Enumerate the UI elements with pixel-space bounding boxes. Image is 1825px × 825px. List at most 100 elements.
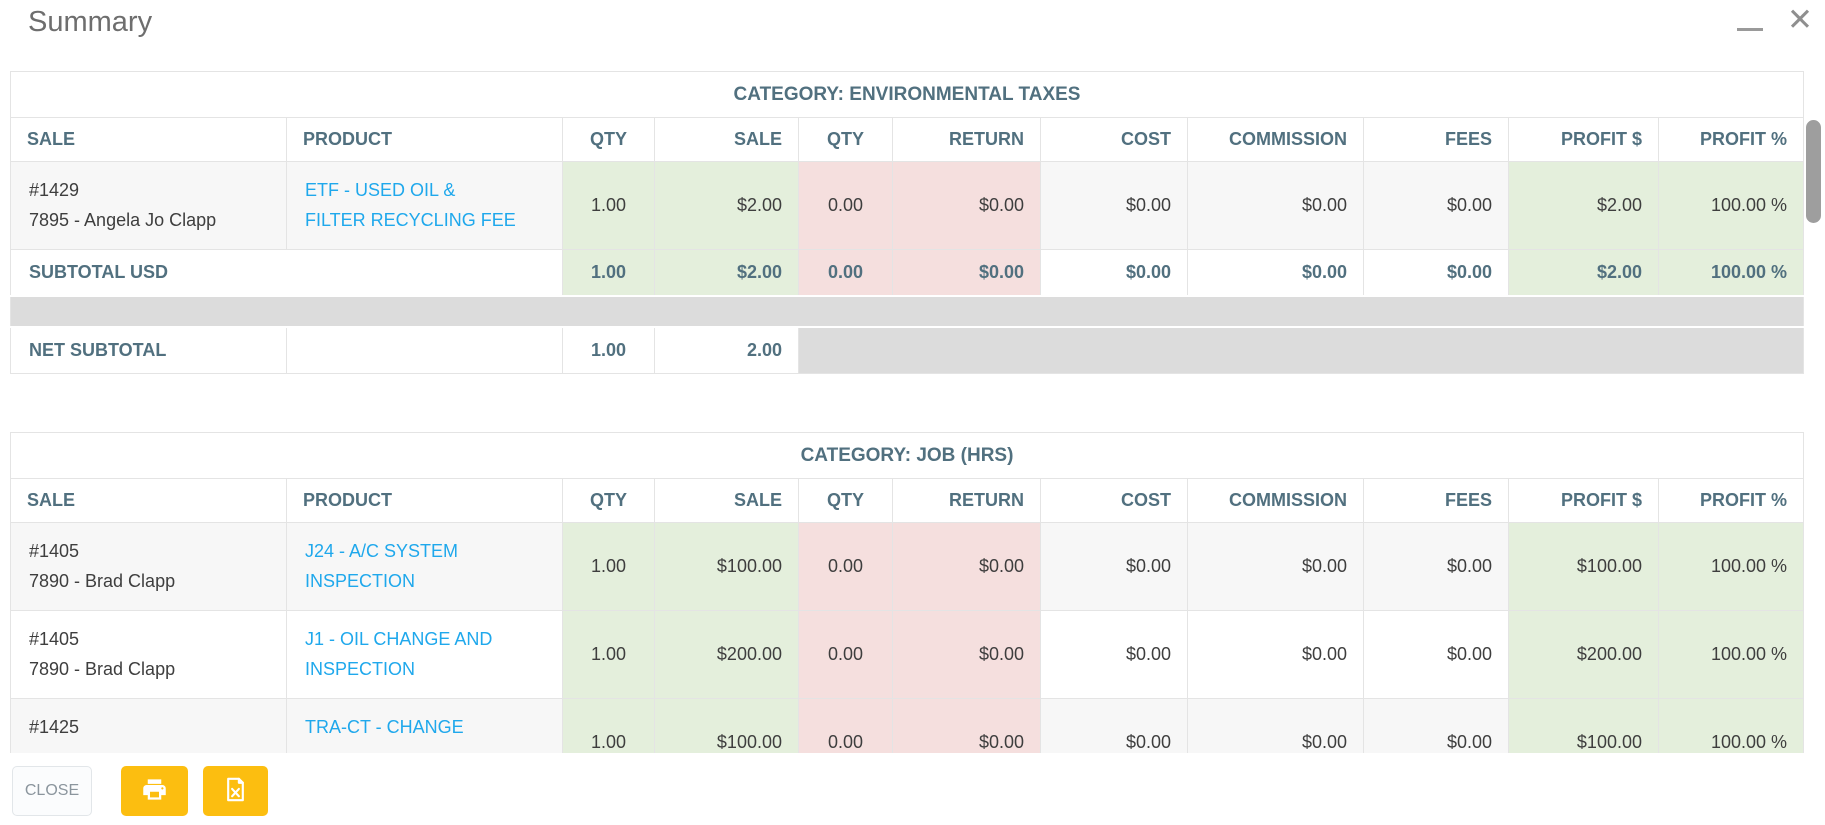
subtotal-profit-9: $2.00 [1508, 249, 1659, 296]
cell-qty-4: 0.00 [798, 610, 893, 699]
table-category-environmental-taxes: CATEGORY: ENVIRONMENTAL TAXES SALE PRODUCT… [10, 71, 1804, 374]
dialog-title: Summary [28, 6, 153, 38]
cell-qty-4: 0.00 [798, 698, 893, 753]
category-title: CATEGORY: JOB (HRS) [10, 432, 1804, 479]
sale-line: 7890 - Brad Clapp [29, 571, 176, 591]
col-header-sale-3: SALE [654, 478, 799, 523]
cell-fees-8: $0.00 [1363, 610, 1509, 699]
cell-qty-2: 1.00 [562, 610, 655, 699]
cell-commission-7: $0.00 [1187, 161, 1364, 250]
sale-line: #1405 [29, 541, 80, 561]
cell-cost-6: $0.00 [1040, 698, 1188, 753]
sale-line: 7890 - Brad Clapp [29, 659, 176, 679]
cell-commission-7: $0.00 [1187, 698, 1364, 753]
col-header-return-5: RETURN [892, 478, 1041, 523]
product-link[interactable]: TRA-CT - CHANGE [305, 717, 464, 737]
cell-cost-6: $0.00 [1040, 522, 1188, 611]
sale-cell: #1429 7895 - Angela Jo Clapp [10, 161, 287, 250]
product-cell: ETF - USED OIL & FILTER RECYCLING FEE [286, 161, 563, 250]
col-header-commission-7: COMMISSION [1187, 478, 1364, 523]
cell-profit-9: $2.00 [1508, 161, 1659, 250]
cell-qty-4: 0.00 [798, 522, 893, 611]
col-header-sale-0: SALE [10, 117, 287, 162]
scrollbar-thumb[interactable] [1806, 120, 1821, 223]
subtotal-label: SUBTOTAL USD [10, 249, 563, 296]
col-header-profit-10: PROFIT % [1658, 117, 1804, 162]
print-button[interactable] [121, 766, 188, 816]
col-header-qty-2: QTY [562, 478, 655, 523]
spacer-row [10, 294, 1804, 328]
col-header-product-1: PRODUCT [286, 478, 563, 523]
cell-qty-4: 0.00 [798, 161, 893, 250]
printer-icon [141, 776, 168, 806]
cell-return-5: $0.00 [892, 161, 1041, 250]
sale-cell: #1405 7890 - Brad Clapp [10, 610, 287, 699]
product-cell: J24 - A/C SYSTEM INSPECTION [286, 522, 563, 611]
col-header-return-5: RETURN [892, 117, 1041, 162]
col-header-profit-9: PROFIT $ [1508, 478, 1659, 523]
cell-sale-3: $100.00 [654, 698, 799, 753]
sale-cell: #1405 7890 - Brad Clapp [10, 522, 287, 611]
subtotal-fees-8: $0.00 [1363, 249, 1509, 296]
excel-export-button[interactable] [203, 766, 268, 816]
product-link[interactable]: J24 - A/C SYSTEM INSPECTION [305, 541, 459, 591]
net-gray-area [798, 326, 1804, 374]
cell-fees-8: $0.00 [1363, 161, 1509, 250]
sale-cell: #1425 [10, 698, 287, 753]
cell-profit-9: $100.00 [1508, 522, 1659, 611]
subtotal-sale-3: $2.00 [654, 249, 799, 296]
cell-profit-10: 100.00 % [1658, 522, 1804, 611]
close-icon[interactable]: ✕ [1787, 2, 1813, 37]
table-category-job-hrs: CATEGORY: JOB (HRS) SALE PRODUCT QTY SALE QTY… [10, 432, 1804, 753]
col-header-sale-3: SALE [654, 117, 799, 162]
category-title: CATEGORY: ENVIRONMENTAL TAXES [10, 71, 1804, 118]
sale-line: #1405 [29, 629, 80, 649]
subtotal-cost-6: $0.00 [1040, 249, 1188, 296]
net-subtotal-label: NET SUBTOTAL [10, 326, 287, 374]
col-header-fees-8: FEES [1363, 117, 1509, 162]
cell-qty-2: 1.00 [562, 522, 655, 611]
cell-sale-3: $100.00 [654, 522, 799, 611]
col-header-qty-2: QTY [562, 117, 655, 162]
col-header-fees-8: FEES [1363, 478, 1509, 523]
cell-commission-7: $0.00 [1187, 610, 1364, 699]
cell-return-5: $0.00 [892, 698, 1041, 753]
subtotal-return-5: $0.00 [892, 249, 1041, 296]
cell-return-5: $0.00 [892, 610, 1041, 699]
cell-profit-10: 100.00 % [1658, 698, 1804, 753]
cell-commission-7: $0.00 [1187, 522, 1364, 611]
sale-line: #1429 [29, 180, 80, 200]
subtotal-qty-4: 0.00 [798, 249, 893, 296]
cell-qty-2: 1.00 [562, 698, 655, 753]
col-header-sale-0: SALE [10, 478, 287, 523]
net-empty-cell [286, 326, 563, 374]
cell-fees-8: $0.00 [1363, 522, 1509, 611]
excel-icon [222, 776, 249, 806]
sale-line: 7895 - Angela Jo Clapp [29, 210, 217, 230]
net-sale: 2.00 [654, 326, 799, 374]
cell-fees-8: $0.00 [1363, 698, 1509, 753]
close-button[interactable]: CLOSE [12, 766, 92, 816]
product-link[interactable]: J1 - OIL CHANGE AND INSPECTION [305, 629, 493, 679]
cell-profit-9: $200.00 [1508, 610, 1659, 699]
col-header-qty-4: QTY [798, 478, 893, 523]
product-cell: J1 - OIL CHANGE AND INSPECTION [286, 610, 563, 699]
cell-profit-10: 100.00 % [1658, 610, 1804, 699]
col-header-profit-10: PROFIT % [1658, 478, 1804, 523]
cell-sale-3: $2.00 [654, 161, 799, 250]
col-header-qty-4: QTY [798, 117, 893, 162]
cell-cost-6: $0.00 [1040, 161, 1188, 250]
net-qty: 1.00 [562, 326, 655, 374]
cell-profit-9: $100.00 [1508, 698, 1659, 753]
subtotal-commission-7: $0.00 [1187, 249, 1364, 296]
summary-scroll-area: CATEGORY: ENVIRONMENTAL TAXES SALE PRODUCT… [0, 58, 1825, 753]
col-header-cost-6: COST [1040, 478, 1188, 523]
product-link[interactable]: ETF - USED OIL & FILTER RECYCLING FEE [305, 180, 516, 230]
cell-sale-3: $200.00 [654, 610, 799, 699]
subtotal-qty-2: 1.00 [562, 249, 655, 296]
col-header-commission-7: COMMISSION [1187, 117, 1364, 162]
product-cell: TRA-CT - CHANGE [286, 698, 563, 753]
minimize-icon[interactable] [1737, 28, 1763, 31]
col-header-product-1: PRODUCT [286, 117, 563, 162]
sale-line: #1425 [29, 717, 80, 737]
